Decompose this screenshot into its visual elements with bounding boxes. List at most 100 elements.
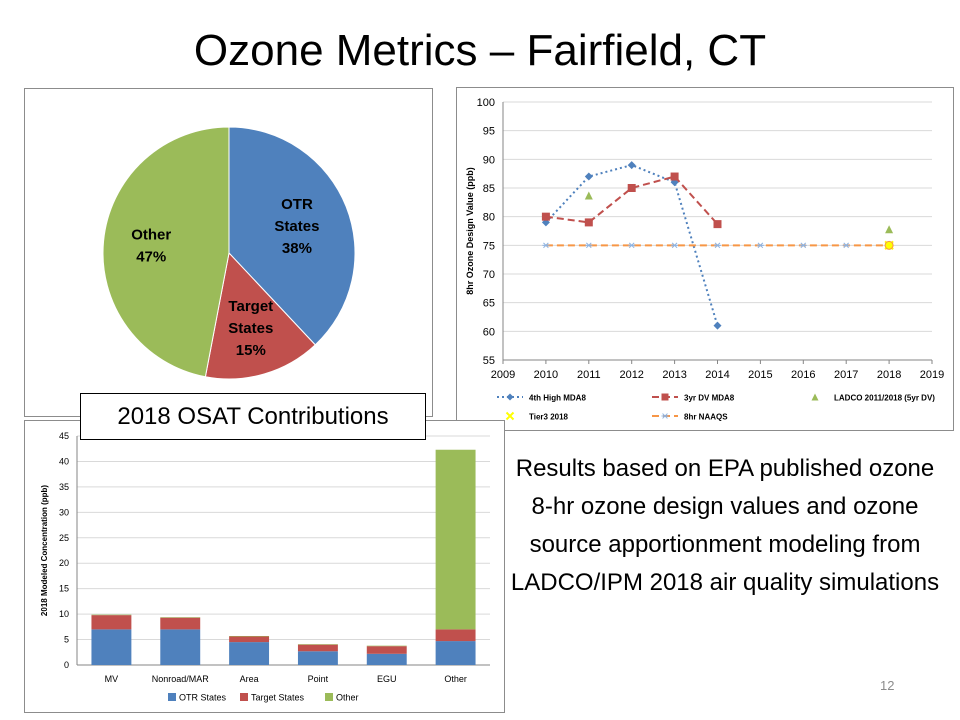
bar-segment: [435, 449, 476, 630]
star-stroke: [800, 242, 807, 249]
series-8hr-naaqs: [542, 242, 893, 249]
y-tick-label: 0: [64, 660, 69, 670]
bar-segment: [435, 629, 476, 642]
tier3-highlight-point: [884, 240, 894, 250]
y-tick-label: 5: [64, 635, 69, 645]
legend-item: Other: [325, 693, 359, 703]
data-point: [584, 191, 593, 200]
y-tick-label: 90: [483, 154, 495, 166]
data-point: [799, 242, 807, 249]
y-tick-label: 95: [483, 126, 495, 138]
pie-slice-label: Other 47%: [131, 227, 171, 266]
legend-label: Tier3 2018: [529, 413, 569, 422]
bar-segment: [229, 642, 270, 665]
y-tick-label: 30: [59, 507, 69, 517]
bar-segment: [91, 615, 132, 630]
data-point: [713, 321, 722, 330]
pie-chart-panel: OTR States 38% Target States 15% Other 47%: [24, 88, 433, 417]
pie-label-line: States: [228, 320, 273, 337]
bar-segment: [297, 644, 338, 652]
y-tick-label: 15: [59, 584, 69, 594]
data-point: [756, 242, 764, 249]
pie-slice: [204, 251, 316, 380]
category-label: Other: [444, 674, 467, 684]
star-stroke: [628, 242, 635, 249]
legend-item: LADCO 2011/2018 (5yr DV): [811, 393, 935, 403]
legend-item: 3yr DV MDA8: [652, 393, 735, 403]
data-point: [714, 242, 721, 249]
legend-swatch: [168, 693, 176, 701]
y-tick-label: 20: [59, 558, 69, 568]
series-3yr-dv-mda8: [541, 172, 722, 229]
pie-label-line: 38%: [282, 240, 312, 257]
legend-label: LADCO 2011/2018 (5yr DV): [834, 394, 935, 403]
bar-segment: [91, 614, 132, 616]
x-tick-label: 2012: [619, 369, 643, 381]
legend-label: OTR States: [179, 693, 227, 703]
y-axis-label: 8hr Ozone Design Value (ppb): [465, 167, 475, 295]
bar-segment: [366, 645, 407, 647]
star-stroke: [585, 242, 592, 249]
x-tick-label: 2016: [791, 369, 815, 381]
y-tick-label: 65: [483, 298, 495, 310]
bar-segment: [229, 636, 270, 643]
x-tick-label: 2019: [920, 369, 944, 381]
data-point: [713, 220, 722, 229]
series-line: [545, 164, 719, 326]
chart-caption: 2018 OSAT Contributions: [80, 393, 426, 440]
bar-segment: [366, 653, 407, 665]
y-tick-label: 100: [477, 97, 495, 109]
legend-item: Target States: [240, 693, 305, 703]
data-point: [541, 212, 550, 221]
legend-item: 4th High MDA8: [497, 393, 586, 403]
y-tick-label: 55: [483, 355, 495, 367]
bar-segment: [160, 629, 201, 665]
pie-chart: OTR States 38% Target States 15% Other 47%: [102, 126, 356, 380]
legend-item: OTR States: [168, 693, 227, 703]
legend-label: Other: [336, 693, 359, 703]
legend-swatch: [240, 693, 248, 701]
page-number: 12: [880, 678, 895, 693]
y-tick-label: 45: [59, 431, 69, 441]
data-point: [542, 242, 550, 249]
star-stroke: [671, 242, 678, 249]
data-point: [584, 172, 593, 181]
pie-label-line: 15%: [236, 342, 266, 359]
y-axis-label: 2018 Modeled Concentration (ppb): [40, 485, 49, 616]
data-point: [627, 184, 636, 192]
star-stroke: [757, 242, 764, 249]
y-tick-label: 40: [59, 456, 69, 466]
star-stroke: [662, 413, 668, 419]
pie-label-line: Other: [131, 227, 171, 244]
category-label: MV: [105, 674, 119, 684]
y-tick-label: 75: [483, 240, 495, 252]
legend-label: 3yr DV MDA8: [684, 394, 735, 403]
results-note: Results based on EPA published ozone 8-h…: [510, 455, 940, 596]
pie-label-line: 47%: [136, 249, 166, 266]
star-stroke: [543, 242, 549, 249]
data-point: [628, 242, 636, 249]
legend-label: Target States: [251, 693, 305, 703]
data-point: [670, 172, 679, 181]
slide-title: Ozone Metrics – Fairfield, CT: [193, 26, 767, 75]
y-tick-label: 70: [483, 269, 495, 281]
pie-slice-label: OTR States 38%: [274, 196, 319, 257]
x-tick-label: 2009: [491, 369, 515, 381]
bar-chart-panel: 0 5 10 15 20 25 30 35 40 45 2018 Modeled Concentra…: [24, 420, 505, 713]
series-ladco-2011-2018-5yr-dv-: [584, 191, 894, 234]
line-chart: 55 60 65 70 75 80 85 90 95 100 2009 2010 2011 2012 201…: [465, 97, 944, 422]
data-point: [811, 393, 819, 401]
legend-label: 4th High MDA8: [529, 394, 586, 403]
x-tick-label: 2011: [577, 369, 601, 381]
legend-item: 8hr NAAQS: [652, 413, 728, 422]
data-point: [506, 393, 514, 401]
y-tick-label: 85: [483, 183, 495, 195]
legend-item: Tier3 2018: [505, 411, 569, 422]
category-label: Area: [240, 674, 259, 684]
pie-label-line: States: [274, 218, 319, 235]
pie-label-line: Target: [228, 298, 273, 315]
y-tick-label: 60: [483, 326, 495, 338]
category-label: Point: [308, 674, 329, 684]
data-point: [671, 242, 679, 249]
y-tick-label: 80: [483, 212, 495, 224]
